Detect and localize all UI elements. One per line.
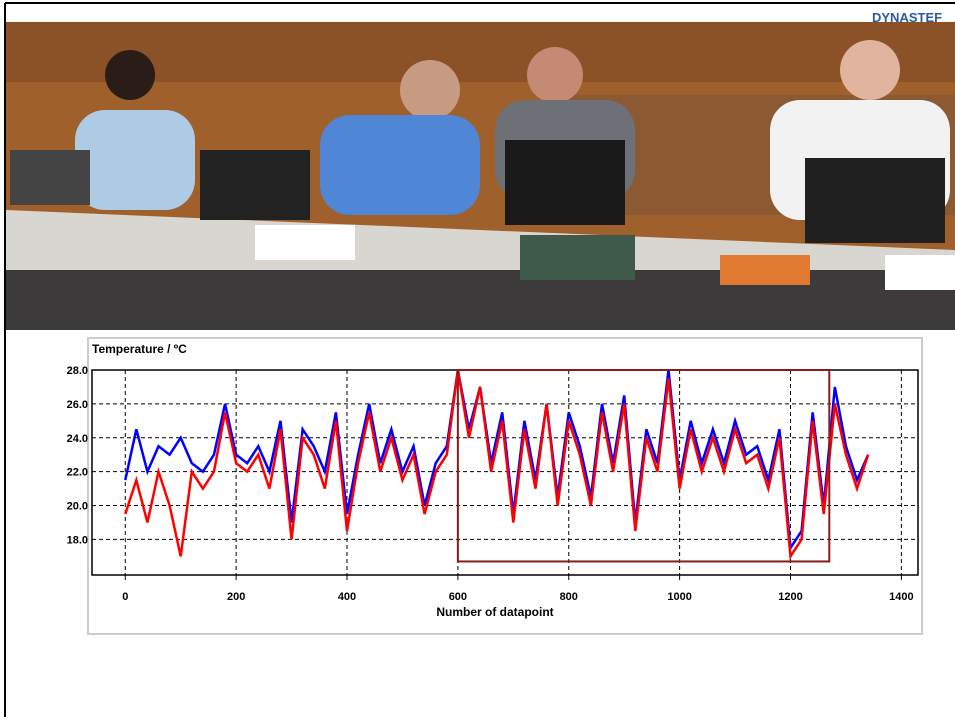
- y-tick-label: 18.0: [67, 534, 88, 546]
- y-tick-label: 28.0: [67, 365, 88, 377]
- x-tick-label: 1200: [778, 591, 802, 603]
- chart-panel: [88, 338, 922, 634]
- photo: [6, 22, 955, 330]
- x-tick-label: 1000: [667, 591, 691, 603]
- y-tick-label: 24.0: [67, 433, 88, 445]
- slide: DYNASTEF Temperature / ºC Number of data…: [0, 0, 955, 717]
- x-tick-label: 0: [122, 591, 128, 603]
- y-tick-label: 22.0: [67, 467, 88, 479]
- x-tick-label: 1400: [889, 591, 913, 603]
- x-tick-label: 800: [560, 591, 578, 603]
- y-axis-label: Temperature / ºC: [92, 342, 187, 356]
- y-tick-label: 20.0: [67, 501, 88, 513]
- x-axis-label: Number of datapoint: [436, 605, 553, 619]
- slide-canvas: DYNASTEF Temperature / ºC Number of data…: [0, 0, 955, 717]
- y-tick-label: 26.0: [67, 399, 88, 411]
- x-tick-label: 200: [227, 591, 245, 603]
- x-tick-label: 600: [449, 591, 467, 603]
- x-tick-label: 400: [338, 591, 356, 603]
